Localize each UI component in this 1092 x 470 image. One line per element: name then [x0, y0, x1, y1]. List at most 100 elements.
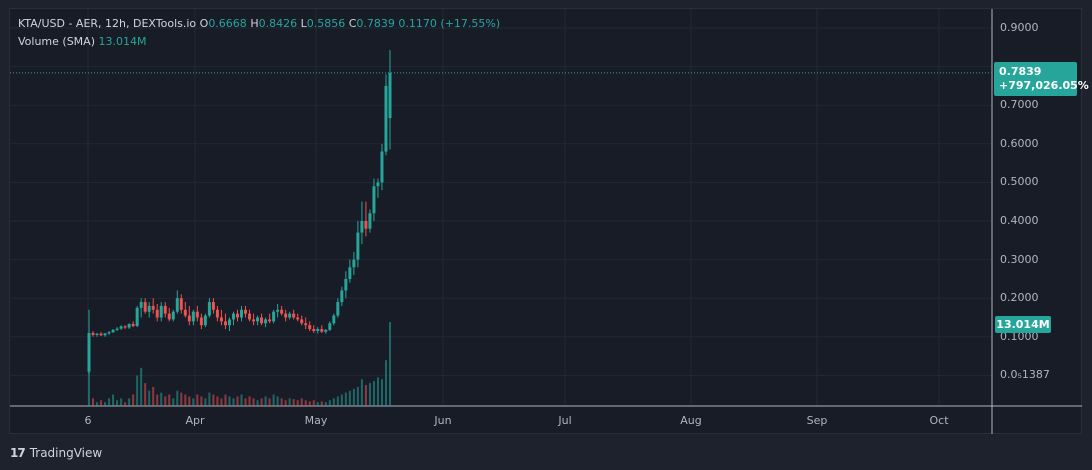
volume-bar	[192, 398, 195, 406]
volume-bar	[232, 398, 235, 406]
volume-bar	[180, 392, 183, 406]
volume-bar	[360, 379, 363, 406]
volume-bar	[252, 398, 255, 406]
candle-body	[139, 302, 143, 308]
volume-bar	[356, 386, 359, 406]
volume-bar	[216, 396, 219, 406]
volume-bar	[328, 400, 331, 406]
candle-body	[292, 313, 296, 318]
time-tick-label: 6	[84, 414, 92, 427]
candle-body	[231, 313, 235, 320]
candle-body	[304, 323, 308, 326]
volume-bar	[144, 383, 147, 406]
candle-body	[312, 329, 316, 332]
candle-body	[175, 298, 179, 312]
open-value: 0.6668	[208, 17, 247, 30]
candle-body	[344, 278, 348, 291]
candle-body	[235, 313, 239, 318]
low-label: L	[300, 17, 307, 30]
candle-body	[288, 313, 292, 318]
volume-bar	[272, 394, 275, 406]
candle-body	[111, 329, 115, 333]
volume-bar	[188, 396, 191, 406]
last-price-change: +797,026.05%	[999, 79, 1089, 92]
volume-bar	[332, 398, 335, 406]
volume-bar	[352, 388, 355, 406]
volume-bar	[172, 398, 175, 406]
price-tick-label: 0.2000	[1000, 291, 1039, 305]
candle-body	[264, 319, 268, 324]
candle-body	[276, 309, 280, 312]
volume-bar	[208, 392, 211, 406]
price-tick-label: 0.9000	[1000, 21, 1039, 34]
symbol-label[interactable]: KTA/USD - AER, 12h, DEXTools.io	[18, 17, 197, 30]
volume-bar	[376, 377, 379, 406]
volume-label[interactable]: Volume (SMA)	[18, 35, 95, 48]
candle-body	[388, 72, 392, 119]
tradingview-logo-icon: 17	[10, 446, 26, 460]
volume-bar	[148, 390, 151, 406]
volume-bar	[200, 396, 203, 406]
candle-body	[227, 319, 231, 326]
volume-bar	[284, 400, 287, 406]
low-value: 0.5856	[306, 17, 346, 30]
candle-body	[308, 325, 312, 330]
candle-body	[119, 326, 123, 329]
volume-value: 13.014M	[98, 35, 147, 48]
volume-bar	[296, 400, 299, 406]
high-value: 0.8426	[258, 17, 298, 30]
candle-body	[155, 309, 159, 318]
volume-bar	[324, 402, 327, 406]
volume-bar	[100, 400, 103, 406]
change-value: 0.1170 (+17.55%)	[398, 17, 501, 30]
candle-body	[296, 317, 300, 320]
candle-body	[135, 307, 139, 326]
volume-bar	[184, 394, 187, 406]
candle-body	[107, 332, 111, 334]
candle-body	[95, 333, 99, 335]
time-tick-label: Apr	[185, 414, 205, 427]
candle-body	[244, 309, 248, 314]
volume-bar	[308, 401, 311, 406]
volume-bar	[256, 400, 259, 406]
candle-body	[380, 151, 384, 183]
tradingview-name: TradingView	[29, 446, 103, 460]
candle-body	[272, 311, 276, 322]
volume-bar	[236, 396, 239, 406]
volume-bar	[260, 398, 263, 406]
volume-bar	[244, 398, 247, 406]
candle-body	[348, 267, 352, 279]
volume-bar	[312, 400, 315, 406]
candle-body	[368, 213, 372, 229]
price-tick-label: 0.7000	[1000, 98, 1039, 112]
volume-bar	[240, 394, 243, 406]
candle-body	[328, 323, 332, 330]
volume-bar	[132, 394, 135, 406]
volume-bar	[152, 386, 155, 406]
candle-body	[284, 313, 288, 318]
volume-bar	[304, 400, 307, 406]
price-tick-label: 0.1000	[1000, 329, 1039, 343]
candle-body	[320, 329, 324, 332]
candle-body	[260, 317, 264, 324]
volume-bar	[384, 360, 387, 406]
candle-body	[256, 317, 260, 322]
candle-body	[360, 221, 364, 233]
time-tick-label: Sep	[806, 414, 828, 427]
candle-body	[316, 329, 320, 332]
volume-bar	[368, 383, 371, 406]
candle-body	[103, 333, 107, 336]
price-tick-label: 0.4000	[1000, 214, 1039, 227]
open-label: O	[199, 17, 209, 30]
candle-body	[179, 298, 183, 310]
volume-bar	[120, 398, 123, 406]
time-tick-label: Aug	[680, 414, 702, 427]
candle-body	[191, 311, 195, 322]
tradingview-logo[interactable]: 17 TradingView	[10, 446, 102, 460]
candle-body	[219, 317, 223, 322]
volume-bar	[389, 322, 391, 406]
candle-body	[91, 332, 95, 335]
time-tick-label: Jun	[434, 414, 452, 427]
volume-bar	[228, 396, 231, 406]
